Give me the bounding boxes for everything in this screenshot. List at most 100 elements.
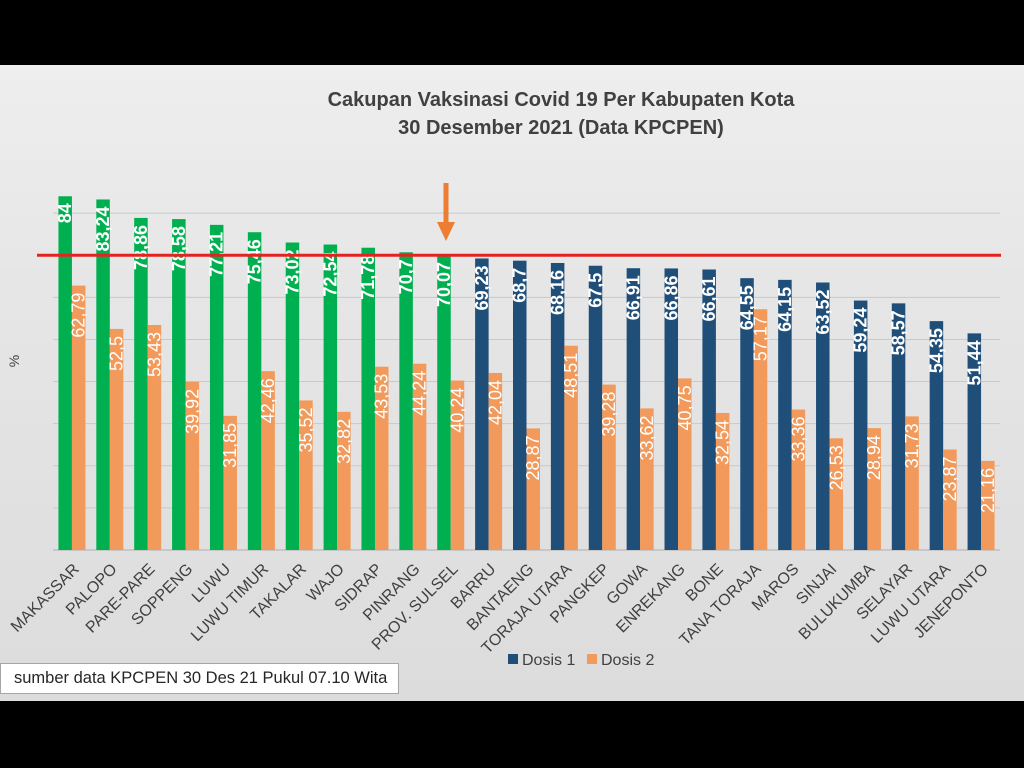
highlight-arrow	[436, 183, 455, 241]
dosis-2-value-label-toraja-utara: 48,51	[561, 353, 581, 398]
dosis-2-bar-pangkep	[602, 384, 616, 550]
dosis-2-bar-sidrap	[374, 366, 389, 550]
dosis-2-value-label-makassar: 62,79	[69, 293, 89, 338]
dosis-1-value-label-luwu-timur: 75,46	[245, 239, 265, 284]
dosis-1-value-label-pare-pare: 78,86	[131, 225, 151, 270]
dosis-2-value-label-sidrap: 43,53	[372, 374, 392, 419]
dosis-2-bar-sinjai	[829, 438, 844, 550]
dosis-1-value-label-tana-toraja: 64,55	[737, 285, 757, 330]
dosis-2-bar-makassar	[71, 285, 86, 550]
dosis-2-bar-tana-toraja	[753, 309, 768, 550]
dosis-2-bar-wajo	[337, 411, 351, 550]
dosis-2-value-label-pinrang: 44,24	[410, 371, 430, 416]
dosis-2-value-label-luwu-utara: 23,87	[940, 456, 960, 501]
dosis-1-value-label-soppeng: 78,58	[169, 226, 189, 271]
legend-swatch-dosis-2	[587, 654, 597, 664]
dosis-1-value-label-selayar: 58,57	[889, 310, 909, 355]
dosis-2-value-label-soppeng: 39,92	[182, 389, 202, 434]
dosis-1-value-label-makassar: 84	[55, 203, 75, 223]
dosis-1-value-label-bantaeng: 68,7	[510, 268, 530, 303]
dosis-2-value-label-maros: 33,36	[788, 417, 808, 462]
dosis-1-value-label-palopo: 83,24	[93, 206, 113, 251]
chart-subtitle: 30 Desember 2021 (Data KPCPEN)	[398, 117, 724, 139]
dosis-1-value-label-toraja-utara: 68,16	[548, 270, 568, 315]
dosis-1-value-label-enrekang: 66,86	[661, 275, 681, 320]
dosis-2-bar-pare-pare	[147, 325, 162, 550]
dosis-2-value-label-jeneponto: 21,16	[978, 468, 998, 513]
value-labels: 8462,7983,2452,578,8653,4378,5839,9277,2…	[55, 203, 998, 513]
dosis-1-bar-soppeng	[172, 219, 186, 550]
arrow-shaft	[443, 183, 449, 223]
dosis-2-bar-palopo	[109, 328, 124, 550]
dosis-1-bar-tana-toraja	[740, 278, 754, 550]
dosis-2-bar-bone	[715, 412, 730, 550]
dosis-1-bar-gowa	[626, 268, 641, 550]
dosis-1-bar-enrekang	[664, 268, 679, 550]
dosis-1-value-label-pinrang: 70,7	[396, 259, 416, 294]
dosis-1-bar-selayar	[891, 303, 906, 550]
dosis-1-bar-toraja-utara	[550, 262, 565, 550]
dosis-2-value-label-enrekang: 40,75	[675, 385, 695, 430]
dosis-2-value-label-sinjai: 26,53	[826, 445, 846, 490]
dosis-1-bar-luwu-utara	[929, 321, 944, 550]
dosis-1-bar-takalar	[285, 242, 300, 550]
dosis-2-value-label-bantaeng: 28,87	[523, 435, 543, 480]
dosis-2-value-label-palopo: 52,5	[107, 336, 127, 371]
dosis-1-bar-bulukumba	[853, 300, 868, 550]
dosis-1-bar-pinrang	[399, 252, 413, 550]
dosis-1-value-label-luwu-utara: 54,35	[926, 328, 946, 373]
dosis-1-bar-makassar	[58, 196, 72, 550]
dosis-2-bar-maros	[791, 409, 806, 550]
legend-label-dosis-1: Dosis 1	[522, 652, 575, 669]
dosis-2-bar-luwu	[223, 415, 237, 550]
dosis-1-value-label-pangkep: 67,5	[586, 273, 606, 308]
dosis-1-value-label-sidrap: 71,78	[358, 255, 378, 300]
legend-label-dosis-2: Dosis 2	[601, 652, 654, 669]
source-note: sumber data KPCPEN 30 Des 21 Pukul 07.10…	[14, 669, 388, 687]
dosis-1-value-label-bulukumba: 59,24	[851, 308, 871, 353]
dosis-1-bar-sinjai	[816, 282, 830, 550]
dosis-1-bar-sidrap	[361, 247, 375, 550]
dosis-2-bar-pinrang	[412, 363, 427, 550]
dosis-1-value-label-sinjai: 63,52	[813, 290, 833, 335]
dosis-1-bar-pare-pare	[134, 217, 148, 550]
dosis-2-value-label-tana-toraja: 57,17	[751, 316, 771, 361]
dosis-2-bar-bantaeng	[526, 428, 540, 550]
dosis-1-bar-palopo	[96, 199, 110, 551]
dosis-2-bar-selayar	[905, 416, 919, 550]
dosis-2-value-label-wajo: 32,82	[334, 419, 354, 464]
dosis-2-bar-soppeng	[185, 381, 200, 550]
legend: Dosis 1 Dosis 2	[508, 652, 654, 669]
dosis-1-value-label-bone: 66,61	[699, 276, 719, 321]
arrow-head	[436, 222, 455, 241]
dosis-1-bar-prov-sulsel	[437, 254, 451, 551]
dosis-2-bar-toraja-utara	[564, 345, 578, 550]
chart-title: Cakupan Vaksinasi Covid 19 Per Kabupaten…	[328, 89, 796, 111]
dosis-2-value-label-luwu: 31,85	[220, 423, 240, 468]
dosis-2-bar-takalar	[299, 400, 313, 550]
dosis-2-value-label-takalar: 35,52	[296, 407, 316, 452]
dosis-2-value-label-pangkep: 39,28	[599, 392, 619, 437]
dosis-2-bar-enrekang	[678, 378, 692, 550]
dosis-2-value-label-barru: 42,04	[485, 380, 505, 425]
dosis-2-value-label-prov-sulsel: 40,24	[447, 388, 467, 433]
dosis-1-value-label-wajo: 72,54	[320, 252, 340, 297]
dosis-1-value-label-takalar: 73,02	[282, 250, 302, 295]
legend-swatch-dosis-1	[508, 654, 518, 664]
dosis-2-bar-luwu-timur	[261, 371, 275, 550]
dosis-2-bar-prov-sulsel	[450, 380, 465, 550]
dosis-2-bar-luwu-utara	[943, 449, 957, 550]
y-axis-label: %	[6, 355, 22, 367]
dosis-1-bar-pangkep	[588, 265, 603, 550]
dosis-1-bar-luwu	[209, 224, 224, 550]
annotation-layer	[436, 183, 455, 241]
dosis-2-bar-bulukumba	[867, 428, 881, 550]
dosis-1-bar-wajo	[323, 244, 338, 550]
source-note-box: sumber data KPCPEN 30 Des 21 Pukul 07.10…	[0, 663, 399, 694]
dosis-1-value-label-maros: 64,15	[775, 287, 795, 332]
dosis-2-value-label-selayar: 31,73	[902, 423, 922, 468]
dosis-2-value-label-gowa: 33,62	[637, 415, 657, 460]
dosis-1-value-label-jeneponto: 51,44	[964, 340, 984, 385]
